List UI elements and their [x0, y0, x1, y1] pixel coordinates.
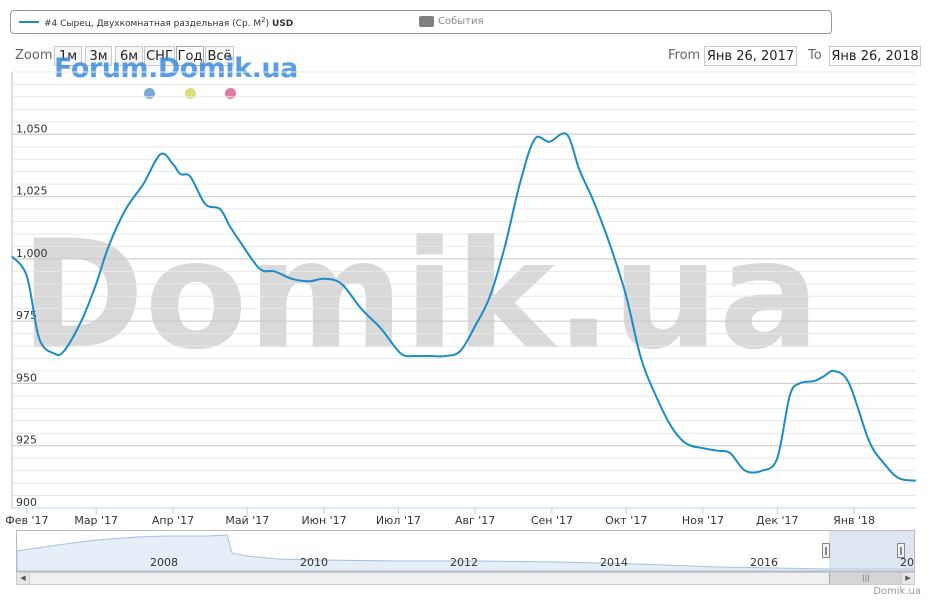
- x-tick-label: Июл '17: [376, 514, 421, 527]
- scroll-thumb[interactable]: |||: [829, 573, 903, 584]
- navigator-handle-right[interactable]: ‖: [897, 543, 905, 558]
- navigator[interactable]: 2008 2010 2012 2014 2016 2018: [16, 530, 915, 572]
- dot-yellow: [185, 88, 196, 99]
- scroll-left-arrow-icon[interactable]: ◀: [17, 573, 30, 584]
- legend-box: #4 Сырец, Двухкомнатная раздельная (Ср. …: [10, 10, 832, 34]
- scrollbar[interactable]: ◀ ||| ▶: [16, 572, 915, 585]
- legend-series-currency: USD: [272, 19, 294, 29]
- credit-text[interactable]: Domik.ua: [873, 586, 921, 597]
- zoom-3m-button[interactable]: 3м: [85, 46, 112, 66]
- legend-series-sup: 2: [261, 16, 266, 24]
- navigator-handle-left[interactable]: ‖: [822, 543, 830, 558]
- dot-pink: [225, 88, 236, 99]
- zoom-year-button[interactable]: Год: [176, 46, 204, 66]
- to-label: To: [808, 48, 822, 63]
- forum-logo: Forum.Domik.ua: [54, 53, 298, 84]
- navigator-year-2016: 2016: [750, 556, 778, 569]
- y-tick-label: 925: [16, 434, 37, 447]
- y-tick-label: 950: [16, 371, 37, 384]
- legend-events-label[interactable]: События: [438, 16, 484, 27]
- y-tick-label: 975: [16, 309, 37, 322]
- y-tick-label: 1,000: [16, 247, 48, 260]
- navigator-year-2008: 2008: [150, 556, 178, 569]
- scroll-right-arrow-icon[interactable]: ▶: [901, 573, 914, 584]
- from-date-input[interactable]: Янв 26, 2017: [704, 46, 797, 66]
- series-line[interactable]: [11, 132, 917, 482]
- legend-events-swatch: [419, 16, 434, 27]
- y-tick-label: 1,050: [16, 122, 48, 135]
- zoom-label: Zoom: [15, 48, 53, 63]
- x-tick-label: Сен '17: [531, 514, 573, 527]
- x-tick-label: Дек '17: [756, 514, 799, 527]
- zoom-ytd-button[interactable]: СНГ: [144, 46, 175, 66]
- legend-series-swatch: [19, 21, 39, 23]
- x-tick-label: Мар '17: [74, 514, 118, 527]
- x-tick-label: Ноя '17: [682, 514, 724, 527]
- navigator-year-2018: 2018: [900, 556, 914, 569]
- y-tick-label: 900: [16, 496, 37, 509]
- dot-blue: [144, 88, 155, 99]
- legend-series-label-tail: ): [265, 19, 270, 29]
- legend-series-item[interactable]: #4 Сырец, Двухкомнатная раздельная (Ср. …: [44, 16, 293, 29]
- to-date-input[interactable]: Янв 26, 2018: [829, 46, 921, 66]
- y-tick-label: 1,025: [16, 185, 48, 198]
- x-tick-label: Авг '17: [455, 514, 495, 527]
- navigator-year-2012: 2012: [450, 556, 478, 569]
- x-tick-label: Фев '17: [5, 514, 48, 527]
- x-tick-label: Июн '17: [301, 514, 346, 527]
- zoom-6m-button[interactable]: 6м: [115, 46, 143, 66]
- navigator-year-2010: 2010: [300, 556, 328, 569]
- x-tick-label: Янв '18: [833, 514, 875, 527]
- x-tick-label: Май '17: [225, 514, 269, 527]
- x-tick-label: Окт '17: [605, 514, 647, 527]
- zoom-1m-button[interactable]: 1м: [54, 46, 82, 66]
- x-tick-label: Апр '17: [152, 514, 194, 527]
- navigator-year-2014: 2014: [600, 556, 628, 569]
- from-label: From: [668, 48, 701, 63]
- zoom-all-button[interactable]: Всё: [205, 46, 234, 66]
- legend-series-label: #4 Сырец, Двухкомнатная раздельная (Ср. …: [44, 19, 262, 29]
